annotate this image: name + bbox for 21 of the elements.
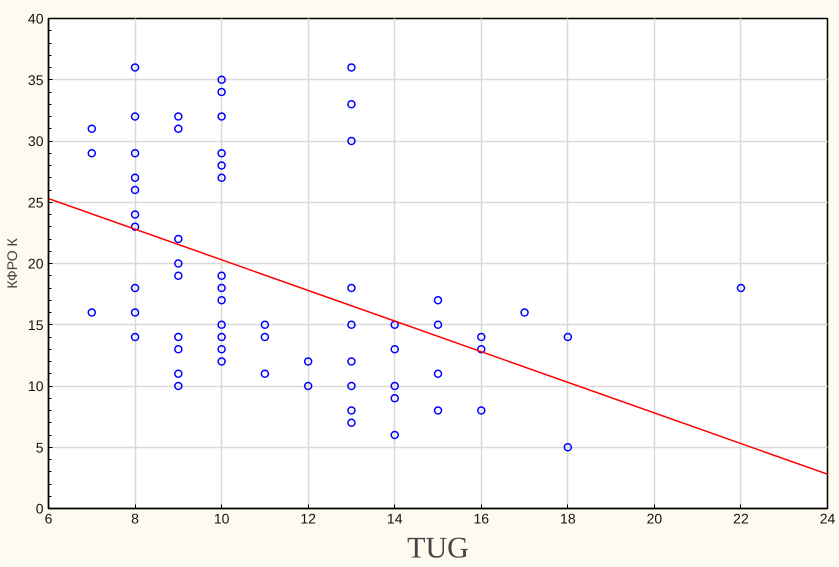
y-tick-label: 40 xyxy=(28,10,44,26)
x-tick-label: 8 xyxy=(131,510,140,526)
x-tick-label: 16 xyxy=(473,510,490,526)
x-tick-label: 14 xyxy=(386,510,403,526)
x-tick-label: 10 xyxy=(214,510,230,526)
y-tick-label: 35 xyxy=(28,72,44,88)
x-tick-label: 24 xyxy=(820,510,836,526)
y-tick-label: 10 xyxy=(28,378,44,394)
y-axis-title: КФРО К xyxy=(4,238,20,289)
x-tick-label: 20 xyxy=(646,510,662,526)
y-tick-label: 30 xyxy=(28,133,44,149)
y-tick-label: 0 xyxy=(36,500,44,516)
x-tick-label: 12 xyxy=(300,510,316,526)
x-tick-label: 6 xyxy=(44,510,53,526)
y-tick-label: 15 xyxy=(28,316,44,333)
y-tick-label: 25 xyxy=(28,194,44,210)
y-tick-label: 20 xyxy=(28,256,44,272)
x-tick-label: 22 xyxy=(733,510,749,526)
x-axis-title: TUG xyxy=(407,532,469,564)
y-tick-label: 5 xyxy=(36,439,44,456)
x-tick-label: 18 xyxy=(560,510,576,526)
